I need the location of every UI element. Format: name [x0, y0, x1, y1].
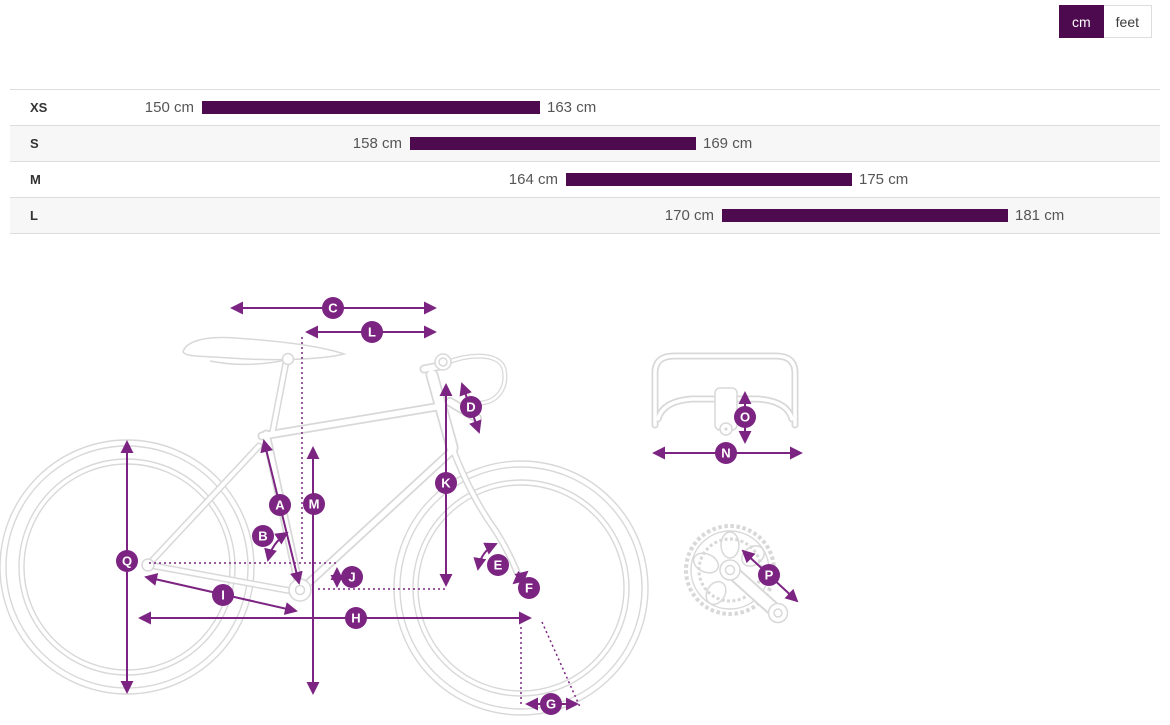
min-height-label: 150 cm: [144, 99, 194, 116]
measure-label-P: P: [758, 564, 780, 586]
size-label: L: [30, 208, 38, 223]
svg-text:I: I: [221, 588, 225, 603]
svg-text:L: L: [368, 325, 376, 340]
unit-feet-button[interactable]: feet: [1103, 5, 1152, 38]
height-range-bar: [410, 137, 696, 150]
measure-label-J: J: [341, 566, 363, 588]
svg-text:P: P: [765, 568, 774, 583]
svg-text:H: H: [351, 611, 360, 626]
svg-text:C: C: [328, 301, 338, 316]
measure-label-I: I: [212, 584, 234, 606]
svg-text:B: B: [258, 529, 267, 544]
svg-text:G: G: [546, 697, 556, 712]
height-range-bar: [202, 101, 540, 114]
geometry-svg: C L D A B M J K E F G H I Q N O P: [0, 297, 803, 716]
svg-text:E: E: [494, 558, 503, 573]
size-label: XS: [30, 100, 48, 115]
measure-label-G: G: [540, 693, 562, 715]
front-wheel: [393, 460, 649, 716]
measure-label-H: H: [345, 607, 367, 629]
measure-label-C: C: [322, 297, 344, 319]
handlebar-front-view: [651, 352, 799, 436]
measure-label-O: O: [734, 406, 756, 428]
svg-text:F: F: [525, 581, 533, 596]
measure-label-Q: Q: [116, 550, 138, 572]
height-range-bar: [722, 209, 1008, 222]
measure-label-B: B: [252, 525, 274, 547]
svg-text:K: K: [441, 476, 451, 491]
svg-text:J: J: [348, 570, 355, 585]
svg-text:M: M: [309, 497, 320, 512]
measure-arrow-F: [512, 570, 529, 585]
measure-label-D: D: [460, 396, 482, 418]
trail-diagonal-dotted-line: [541, 621, 581, 708]
svg-text:D: D: [466, 400, 475, 415]
size-label: M: [30, 172, 41, 187]
size-row-l: L 170 cm 181 cm: [10, 197, 1160, 234]
measure-label-E: E: [487, 554, 509, 576]
saddle: [182, 336, 347, 366]
min-height-label: 164 cm: [508, 171, 558, 188]
headset-spacers: [434, 353, 452, 371]
min-height-label: 158 cm: [352, 135, 402, 152]
measure-arc-B: [264, 531, 289, 562]
unit-cm-button[interactable]: cm: [1058, 5, 1104, 38]
measure-label-N: N: [715, 442, 737, 464]
measure-label-M: M: [303, 493, 325, 515]
svg-text:A: A: [275, 498, 285, 513]
size-row-xs: XS 150 cm 163 cm: [10, 89, 1160, 125]
measure-label-F: F: [518, 577, 540, 599]
measure-label-A: A: [269, 494, 291, 516]
max-height-label: 163 cm: [547, 99, 597, 116]
size-row-s: S 158 cm 169 cm: [10, 125, 1160, 161]
svg-text:N: N: [721, 446, 730, 461]
height-range-bar: [566, 173, 852, 186]
max-height-label: 181 cm: [1015, 207, 1065, 224]
size-row-m: M 164 cm 175 cm: [10, 161, 1160, 197]
unit-toggle-bar: cm feet: [0, 0, 1170, 42]
svg-text:Q: Q: [122, 554, 132, 569]
measure-label-K: K: [435, 472, 457, 494]
min-height-label: 170 cm: [664, 207, 714, 224]
max-height-label: 169 cm: [703, 135, 753, 152]
svg-text:O: O: [740, 410, 750, 425]
rider-height-size-table: XS 150 cm 163 cm S 158 cm 169 cm M 164 c…: [10, 89, 1160, 234]
max-height-label: 175 cm: [859, 171, 909, 188]
size-label: S: [30, 136, 39, 151]
measure-label-L: L: [361, 321, 383, 343]
measure-arc-E: [473, 542, 498, 571]
bike-geometry-diagram: C L D A B M J K E F G H I Q N O P: [0, 275, 1170, 725]
unit-toggle: cm feet: [1058, 5, 1152, 38]
